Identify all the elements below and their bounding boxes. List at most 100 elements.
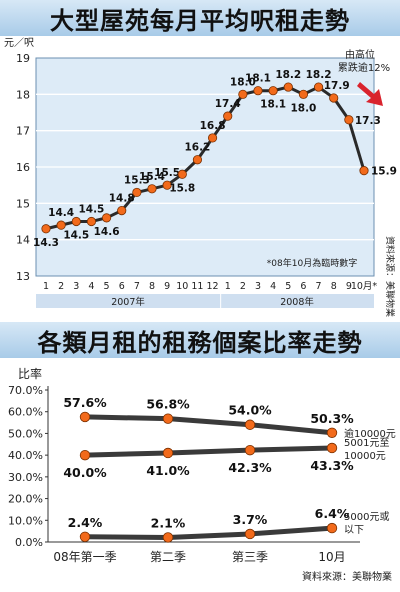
data-label: 50.3%	[310, 411, 354, 426]
data-label: 15.4	[139, 171, 165, 183]
data-label: 17.9	[324, 80, 350, 92]
data-point	[283, 82, 293, 92]
data-point	[326, 522, 338, 534]
x-tick-label: 10	[176, 281, 188, 292]
data-label: 15.3	[124, 174, 150, 186]
data-point	[207, 133, 218, 143]
data-label: 15.5	[154, 167, 180, 179]
legend-label: 10000元	[344, 451, 386, 462]
data-point	[162, 180, 172, 190]
data-point	[313, 82, 324, 92]
y-tick-label: 30.0%	[8, 471, 43, 484]
footnote: *08年10月為臨時數字	[267, 257, 357, 269]
x-tick-label: 4	[270, 281, 276, 292]
data-point	[132, 187, 142, 198]
x-tick-label: 5	[285, 281, 291, 292]
x-tick-label: 7	[134, 281, 140, 292]
y-tick-label: 70.0%	[8, 384, 43, 397]
data-point	[56, 220, 66, 230]
data-label: 41.0%	[146, 463, 190, 478]
data-point	[71, 216, 81, 227]
y-tick-label: 40.0%	[8, 449, 43, 462]
data-point	[117, 206, 127, 216]
data-label: 18.1	[245, 73, 271, 85]
source-note: 資料來源：美聯物業	[302, 570, 392, 583]
y-tick-label: 14	[16, 234, 30, 247]
data-label: 17.3	[355, 115, 381, 127]
data-label: 14.4	[48, 207, 74, 219]
data-label: 56.8%	[146, 397, 190, 412]
data-point	[244, 444, 256, 456]
data-point	[238, 89, 248, 99]
data-label: 6.4%	[315, 506, 350, 521]
x-tick-label: 4	[88, 281, 94, 292]
series-line	[84, 414, 333, 436]
y-tick-label: 15	[16, 197, 30, 210]
data-point	[177, 169, 187, 179]
x-tick-label: 2	[240, 281, 246, 292]
y-tick-label: 16	[16, 161, 30, 174]
data-point	[101, 213, 112, 223]
x-tick-label: 第二季	[150, 550, 186, 564]
data-point	[79, 531, 91, 542]
y-axis-label: 比率	[18, 366, 42, 381]
legend-label: 5000元或	[344, 511, 389, 523]
x-tick-label: 9	[346, 281, 352, 292]
data-label: 18.2	[275, 69, 301, 81]
x-tick-label: 11	[191, 281, 203, 292]
data-point	[298, 89, 309, 99]
data-label: 43.3%	[310, 458, 354, 473]
data-label: 2.4%	[68, 515, 103, 530]
data-point	[244, 419, 256, 430]
data-label: 17.4	[215, 98, 241, 110]
x-tick-label: 1	[225, 281, 231, 292]
data-point	[162, 413, 174, 424]
data-label: 16.8	[200, 120, 226, 132]
x-tick-label: 7	[316, 281, 322, 292]
source-note: 資料來源：美聯物業	[384, 236, 396, 317]
data-point	[192, 155, 203, 165]
data-label: 15.9	[371, 166, 397, 178]
y-tick-label: 17	[16, 125, 30, 138]
x-tick-label: 8	[331, 281, 337, 292]
data-label: 14.6	[94, 226, 120, 238]
x-tick-label: 10月*	[351, 281, 378, 292]
data-point	[162, 532, 174, 543]
year-band-2008	[221, 294, 374, 308]
data-label: 18.0	[290, 102, 316, 114]
series-line	[45, 85, 366, 231]
x-tick-label: 08年第一季	[53, 550, 116, 564]
down-arrow-icon	[357, 82, 383, 106]
y-tick-label: 50.0%	[8, 427, 43, 440]
data-label: 18.0	[230, 76, 256, 88]
x-tick-label: 1	[43, 281, 49, 292]
y-tick-label: 0.0%	[15, 536, 43, 549]
data-point	[253, 86, 263, 96]
data-label: 40.0%	[63, 465, 107, 480]
x-tick-label: 12	[207, 281, 219, 292]
data-label: 42.3%	[228, 460, 272, 475]
data-point	[86, 216, 97, 227]
data-point	[268, 86, 278, 96]
data-label: 3.7%	[233, 512, 268, 527]
x-tick-label: 10月	[318, 550, 345, 564]
y-tick-label: 10.0%	[8, 514, 43, 527]
year-label: 2008年	[280, 296, 314, 308]
data-point	[344, 115, 354, 125]
data-label: 18.2	[306, 69, 332, 81]
data-label: 15.8	[169, 182, 195, 194]
data-label: 54.0%	[228, 403, 272, 418]
data-label: 14.8	[109, 193, 135, 205]
data-point	[223, 111, 233, 121]
x-tick-label: 5	[104, 281, 110, 292]
data-point	[244, 528, 256, 540]
series-line	[84, 445, 333, 458]
chart2-title: 各類月租的租務個案比率走勢	[0, 322, 400, 358]
annotation-text: 累跌逾12%	[338, 61, 390, 74]
y-axis-label: 元／呎	[4, 37, 34, 49]
series-line	[84, 525, 333, 540]
year-label: 2007年	[111, 296, 145, 308]
y-tick-label: 19	[16, 52, 30, 65]
x-tick-label: 第三季	[232, 550, 268, 564]
